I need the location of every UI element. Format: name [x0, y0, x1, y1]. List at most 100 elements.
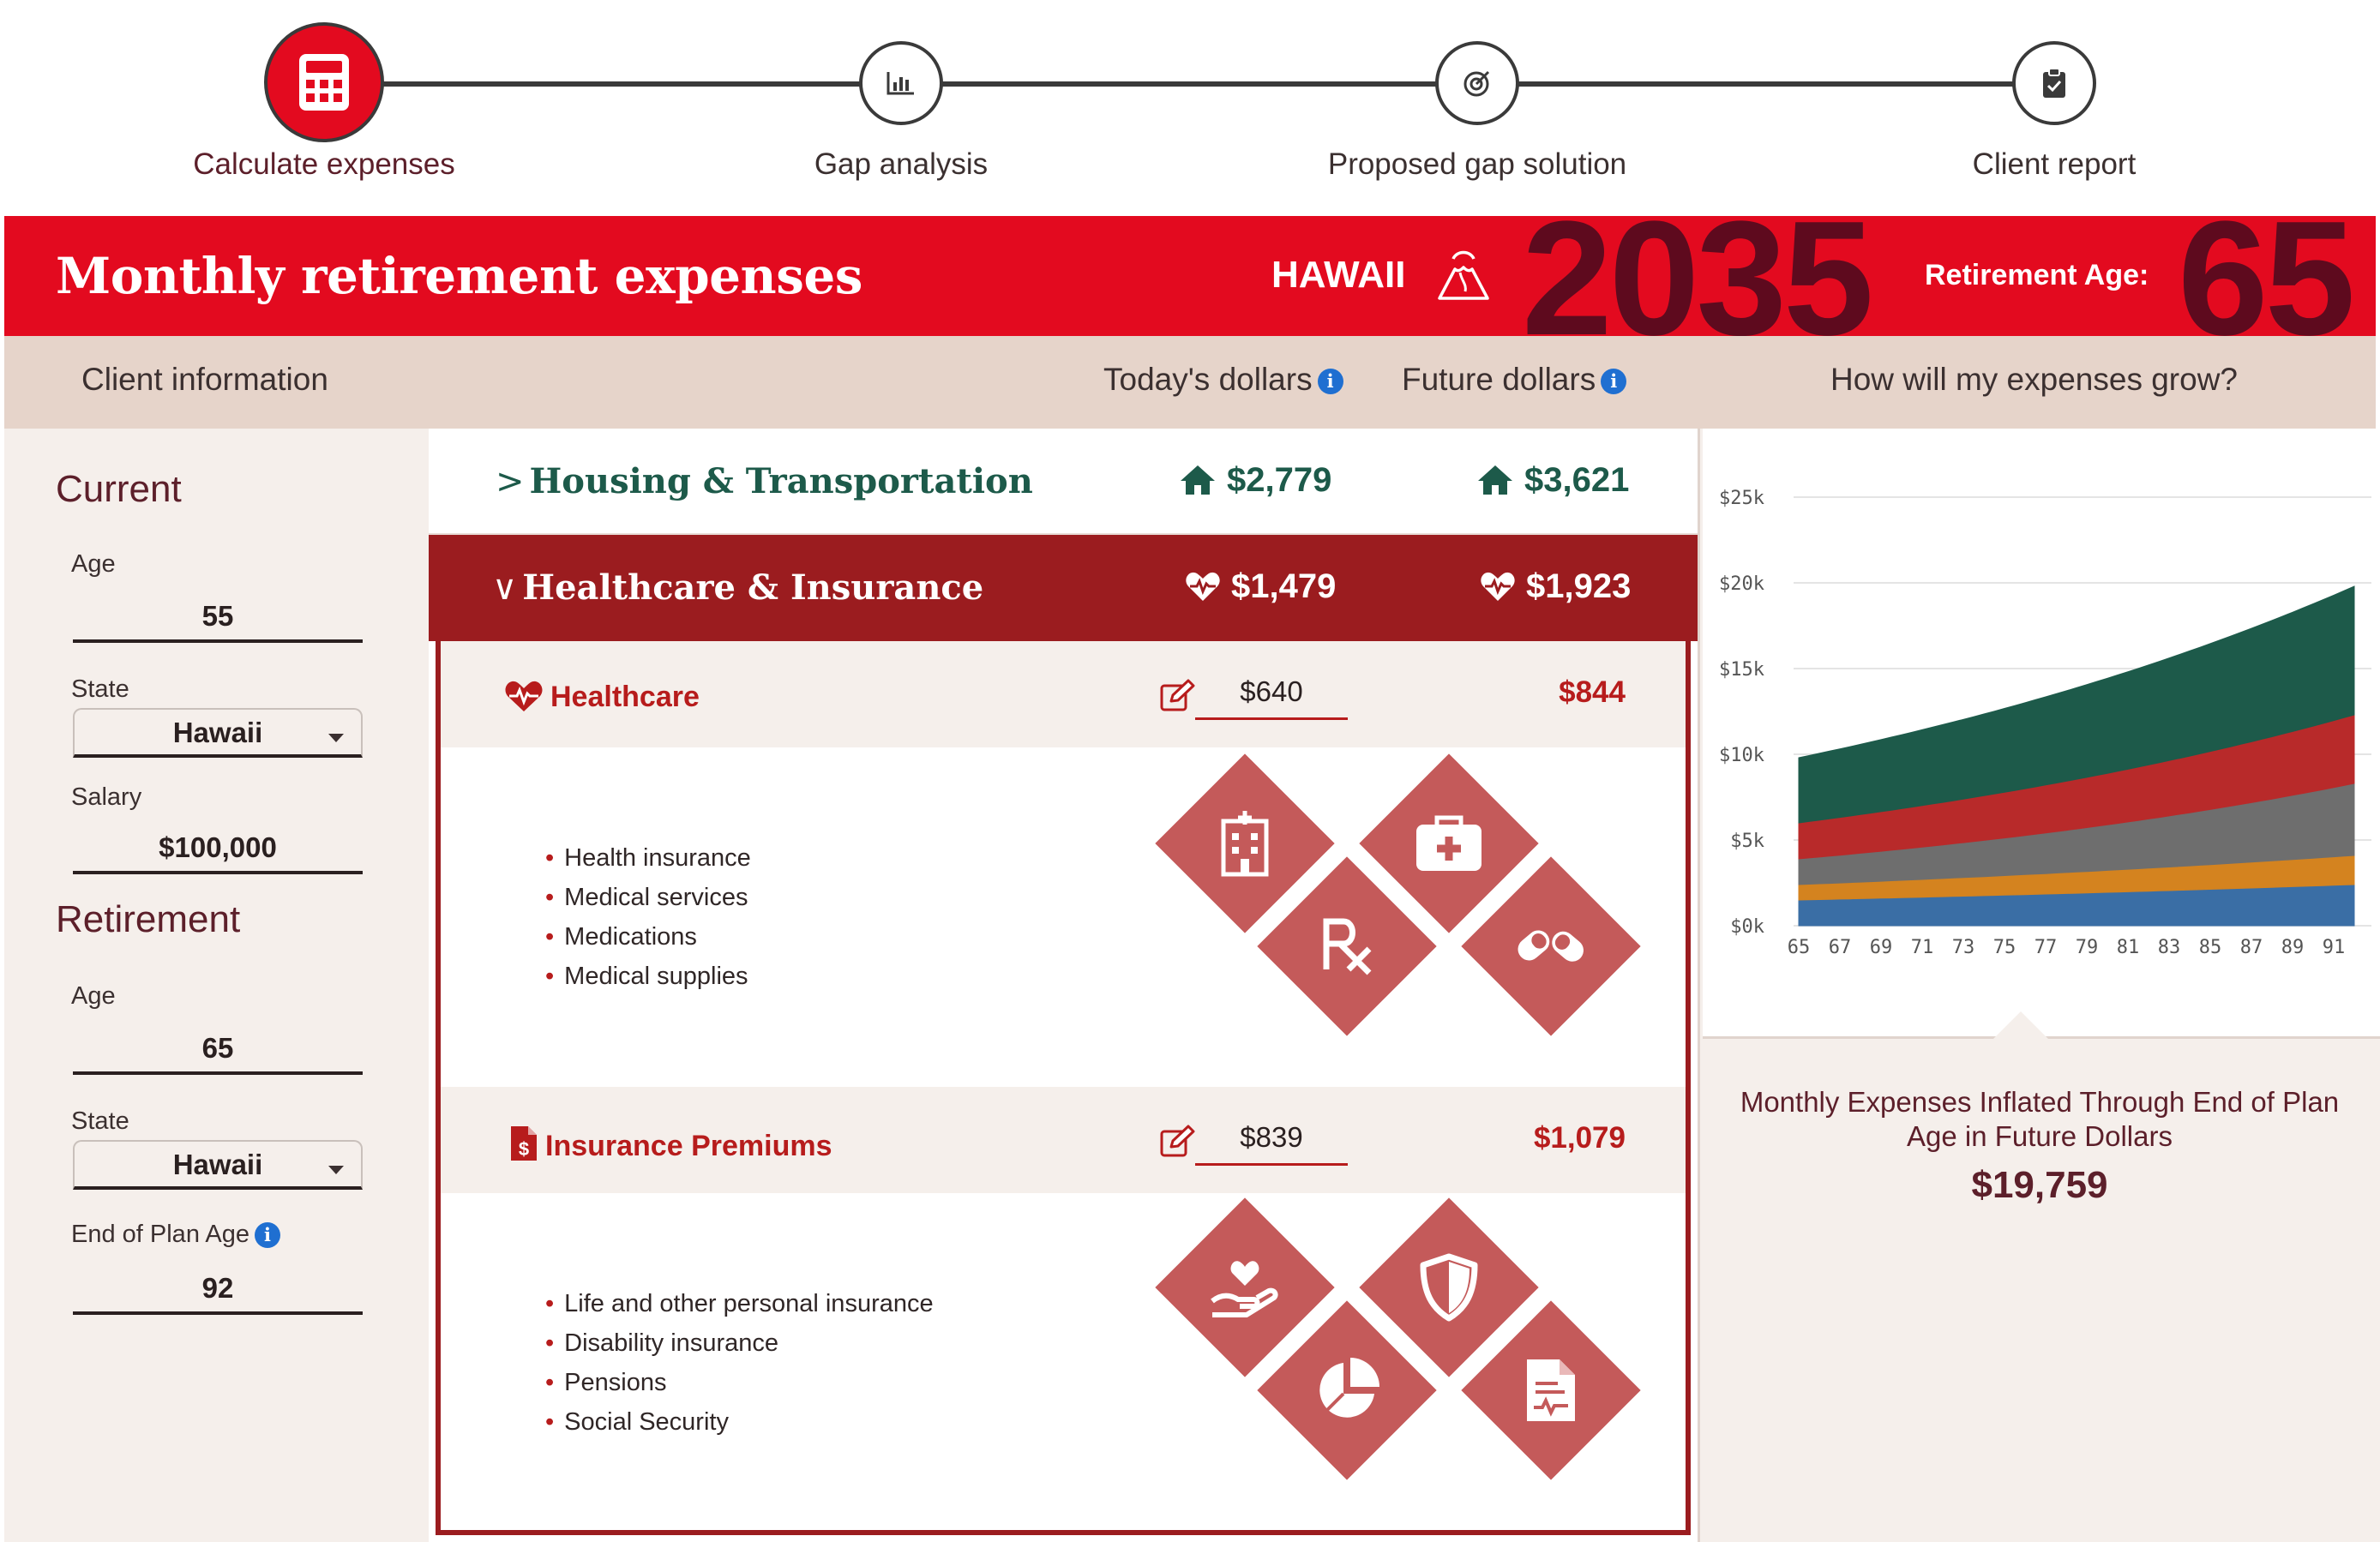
retirement-age-label: Retirement Age: [1925, 259, 2149, 291]
home-icon [1478, 465, 1512, 495]
category-housing-transportation[interactable]: > Housing & Transportation $2,779 $3,621 [429, 429, 1698, 535]
prescription-icon [1283, 883, 1410, 1010]
value-text: $2,779 [1227, 461, 1332, 499]
volcano-icon [1438, 250, 1489, 300]
y-tick-label: $25k [1719, 488, 1764, 509]
y-tick-label: $0k [1730, 916, 1764, 938]
x-tick-label: 79 [2076, 937, 2099, 958]
info-icon[interactable]: i [1317, 369, 1343, 395]
category-name: > Housing & Transportation [496, 461, 1033, 501]
subcategory-label: Insurance Premiums [545, 1130, 832, 1162]
info-icon[interactable]: i [1601, 369, 1627, 395]
future-dollars-label: Future dollars [1402, 362, 1596, 397]
list-item: Pensions [545, 1363, 934, 1402]
stacked-area-chart: $0k $5k $10k $15k $20k $25k 65 67 69 71 73 75 77 79 81… [1719, 488, 2371, 958]
chevron-down-icon: ∨ [492, 568, 518, 608]
salary-label: Salary [71, 783, 142, 811]
step-label: Client report [1972, 147, 2137, 181]
health-future-value: $1,923 [1480, 567, 1631, 606]
pills-icon [1488, 883, 1614, 1010]
healthcare-amount-input[interactable]: $640 [1195, 667, 1348, 720]
future-dollars-heading: Future dollars i [1402, 362, 1627, 398]
category-name: ∨ Healthcare & Insurance [492, 567, 983, 608]
expenses-panel: > Housing & Transportation $2,779 $3,621 … [429, 429, 1698, 1542]
page-header: Monthly retirement expenses HAWAII 2035 … [4, 216, 2376, 336]
subcategory-insurance-premiums: $ Insurance Premiums $839 $1,079 [441, 1087, 1686, 1193]
list-item: Medications [545, 917, 751, 957]
x-tick-label: 71 [1911, 937, 1934, 958]
x-tick-label: 73 [1952, 937, 1975, 958]
premiums-future-value: $1,079 [1533, 1121, 1626, 1155]
y-tick-label: $20k [1719, 573, 1764, 595]
growth-panel: $0k $5k $10k $15k $20k $25k 65 67 69 71 73 75 77 79 81… [1698, 429, 2380, 1542]
retirement-state-select[interactable]: Hawaii [73, 1140, 363, 1190]
state-name: HAWAII [1271, 254, 1406, 296]
growth-caption: Monthly Expenses Inflated Through End of… [1740, 1086, 2340, 1152]
notch-pointer [1992, 1011, 2050, 1041]
list-item: Medical services [545, 878, 751, 917]
subcategory-healthcare: Healthcare $640 $844 [441, 641, 1686, 747]
x-tick-label: 85 [2199, 937, 2222, 958]
current-age-input[interactable]: 55 [73, 593, 363, 643]
step-label: Calculate expenses [193, 147, 455, 181]
step-label: Proposed gap solution [1327, 147, 1627, 181]
list-item: Social Security [545, 1402, 934, 1442]
end-of-plan-age-label: End of Plan Age i [71, 1221, 280, 1249]
retirement-state-value: Hawaii [172, 1149, 263, 1180]
heart-pulse-icon [505, 681, 543, 711]
retirement-age-input[interactable]: 65 [73, 1025, 363, 1075]
current-state-label: State [71, 675, 129, 703]
x-tick-label: 69 [1870, 937, 1893, 958]
current-state-select[interactable]: Hawaii [73, 708, 363, 758]
value-text: $3,621 [1524, 461, 1630, 499]
calculator-icon [264, 22, 384, 142]
x-tick-label: 89 [2281, 937, 2305, 958]
growth-heading: How will my expenses grow? [1830, 362, 2239, 397]
category-healthcare-insurance[interactable]: ∨ Healthcare & Insurance $1,479 $1,923 [429, 535, 1698, 641]
hospital-icon [1181, 780, 1308, 907]
progress-stepper: Calculate expenses Gap analysis Proposed… [0, 0, 2380, 216]
growth-total: $19,759 [1971, 1164, 2108, 1206]
y-tick-label: $10k [1719, 745, 1764, 766]
heart-hand-icon [1181, 1224, 1308, 1351]
step-label: Gap analysis [814, 147, 989, 181]
premiums-items-list: Life and other personal insurance Disabi… [545, 1284, 934, 1442]
x-tick-label: 87 [2240, 937, 2263, 958]
shield-icon [1385, 1224, 1512, 1351]
caret-down-icon [328, 1166, 344, 1174]
category-label: Housing & Transportation [529, 461, 1033, 501]
info-icon[interactable]: i [255, 1222, 280, 1249]
edit-icon[interactable] [1159, 1125, 1197, 1159]
subcategory-label: Healthcare [550, 681, 700, 713]
x-tick-label: 83 [2158, 937, 2181, 958]
y-tick-label: $15k [1719, 659, 1764, 681]
premiums-amount-input[interactable]: $839 [1195, 1113, 1348, 1166]
value-text: $1,479 [1231, 567, 1337, 605]
subcategory-name: $ Insurance Premiums [509, 1125, 832, 1163]
heart-pulse-icon [1481, 572, 1515, 601]
target-icon [1435, 41, 1519, 125]
pie-chart-icon [1283, 1327, 1410, 1454]
x-tick-label: 75 [1993, 937, 2016, 958]
caret-down-icon [328, 734, 344, 742]
x-tick-label: 65 [1788, 937, 1811, 958]
todays-dollars-label: Today's dollars [1103, 362, 1313, 397]
client-information-heading: Client information [81, 362, 328, 397]
healthcare-items-list: Health insurance Medical services Medica… [545, 838, 751, 996]
edit-icon[interactable] [1159, 679, 1197, 713]
clipboard-check-icon [2012, 41, 2096, 125]
medical-document-icon [1488, 1327, 1614, 1454]
heart-pulse-icon [1186, 572, 1220, 601]
column-header-bar: Client information Today's dollars i Futu… [4, 336, 2376, 429]
healthcare-insurance-details: Healthcare $640 $844 Health insurance Me… [436, 641, 1691, 1535]
current-state-value: Hawaii [172, 717, 263, 748]
invoice-dollar-icon: $ [511, 1126, 537, 1161]
end-of-plan-age-input[interactable]: 92 [73, 1265, 363, 1315]
health-today-value: $1,479 [1185, 567, 1336, 606]
bar-chart-icon [859, 41, 943, 125]
client-info-panel: Current Age 55 State Hawaii Salary $100,… [4, 429, 429, 1542]
salary-input[interactable]: $100,000 [73, 825, 363, 874]
current-section-title: Current [56, 468, 182, 510]
list-item: Medical supplies [545, 957, 751, 996]
svg-text:$: $ [519, 1138, 529, 1160]
